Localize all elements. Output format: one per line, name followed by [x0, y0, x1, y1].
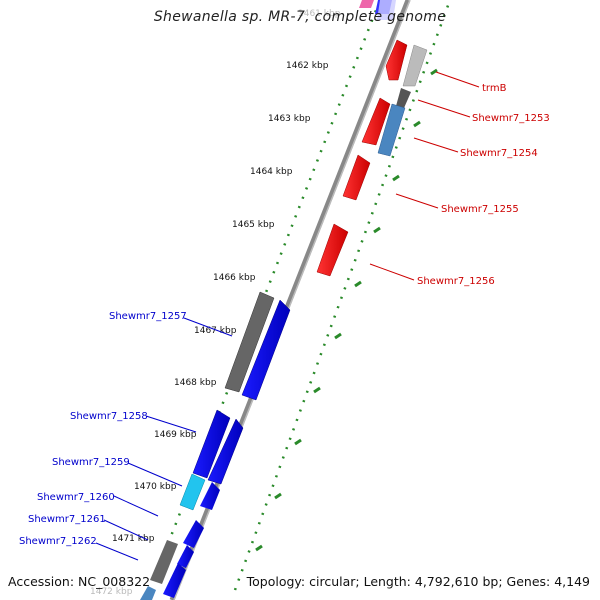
- gene-label-shewmr7-1253: Shewmr7_1253: [472, 113, 550, 124]
- gene-shewmr7-1261: [183, 520, 204, 548]
- gene-grey-upper: [402, 44, 428, 87]
- forward-leader-lines: [369, 71, 480, 281]
- gene-label-shewmr7-1259: Shewmr7_1259: [52, 457, 130, 468]
- gene-shewmr7-1256: [316, 223, 349, 277]
- reverse-genes: [140, 291, 291, 600]
- gene-bottom-blue: [163, 563, 186, 598]
- gene-label-shewmr7-1261: Shewmr7_1261: [28, 514, 106, 525]
- reverse-gene-labels: Shewmr7_1257 Shewmr7_1258 Shewmr7_1259 S…: [19, 311, 187, 547]
- gene-shewmr7-1262: [177, 545, 194, 568]
- gene-shewmr7-1260: [200, 482, 220, 510]
- right-tick-dashes: [255, 68, 438, 552]
- gene-label-shewmr7-1255: Shewmr7_1255: [441, 204, 519, 215]
- gene-label-shewmr7-1260: Shewmr7_1260: [37, 492, 115, 503]
- tick-labels: 1461 kbp 1462 kbp 1463 kbp 1464 kbp 1465…: [90, 9, 341, 597]
- top-lavender-gene: [377, 0, 396, 20]
- gene-label-shewmr7-1258: Shewmr7_1258: [70, 411, 148, 422]
- gene-shewmr7-1259: [179, 473, 206, 511]
- gene-shewmr7-1258: [192, 409, 231, 479]
- page-title: Shewanella sp. MR-7, complete genome: [153, 9, 447, 25]
- gene-label-shewmr7-1254: Shewmr7_1254: [460, 148, 538, 159]
- tick-label: 1469 kbp: [154, 430, 197, 440]
- gene-label-shewmr7-1262: Shewmr7_1262: [19, 536, 97, 547]
- accession-text: Accession: NC_008322: [8, 574, 151, 589]
- gene-shewmr7-1257: [241, 299, 291, 401]
- forward-genes: [316, 39, 428, 277]
- tick-label: 1463 kbp: [268, 114, 311, 124]
- gene-shewmr7-1253: [361, 97, 391, 146]
- tick-label: 1462 kbp: [286, 61, 329, 71]
- tick-label: 1468 kbp: [174, 378, 217, 388]
- reverse-leader-lines: [95, 317, 233, 561]
- gene-shewmr7-1258b: [207, 418, 244, 485]
- top-pink-gene: [359, 0, 374, 8]
- tick-label: 1472 kbp: [90, 587, 133, 597]
- tick-label: 1461 kbp: [298, 9, 341, 19]
- gene-shewmr7-1254: [377, 103, 406, 157]
- gene-shewmr7-1257-grey: [224, 291, 275, 393]
- genome-summary-text: Topology: circular; Length: 4,792,610 bp…: [246, 574, 590, 589]
- tick-label: 1470 kbp: [134, 482, 177, 492]
- gene-label-trmB: trmB: [482, 83, 507, 94]
- tick-label: 1467 kbp: [194, 326, 237, 336]
- gene-label-shewmr7-1256: Shewmr7_1256: [417, 276, 495, 287]
- tick-label: 1465 kbp: [232, 220, 275, 230]
- gene-label-shewmr7-1257: Shewmr7_1257: [109, 311, 187, 322]
- gene-shewmr7-1262-grey: [150, 540, 178, 584]
- tick-label: 1464 kbp: [250, 167, 293, 177]
- gene-trmB: [385, 39, 408, 81]
- gene-grey-1253: [396, 88, 411, 108]
- gene-shewmr7-1255: [342, 154, 371, 201]
- tick-label: 1471 kbp: [112, 534, 155, 544]
- genome-backbone-highlight: [173, 0, 411, 600]
- genome-backbone: [169, 0, 411, 600]
- gene-bottom-steel: [140, 586, 156, 600]
- forward-gene-labels: trmB Shewmr7_1253 Shewmr7_1254 Shewmr7_1…: [417, 83, 550, 287]
- tick-label: 1466 kbp: [213, 273, 256, 283]
